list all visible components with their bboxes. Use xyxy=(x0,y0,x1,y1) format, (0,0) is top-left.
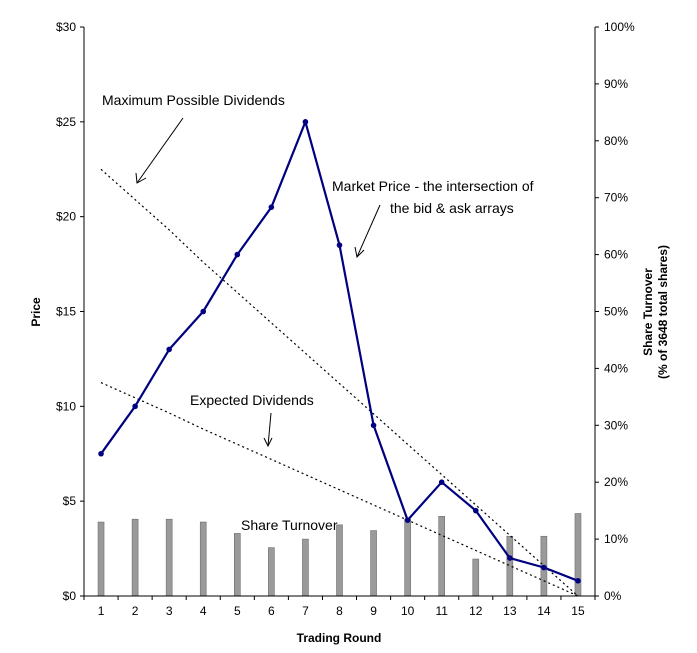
y-tick-label: $0 xyxy=(63,589,77,603)
max-dividends-line xyxy=(100,168,579,597)
y2-tick-label: 50% xyxy=(604,305,628,319)
y2-axis-title-line1: Share Turnover xyxy=(641,268,655,356)
turnover-bar xyxy=(268,547,275,597)
expected-dividends-line xyxy=(100,382,579,597)
y2-tick-label: 90% xyxy=(604,77,628,91)
y2-tick-label: 10% xyxy=(604,532,628,546)
annotation-arrowhead-market-price xyxy=(354,246,365,259)
annotation-arrowhead-expected-dividends xyxy=(263,437,273,448)
annotation-arrow-max-dividends xyxy=(136,117,184,184)
market-price-point xyxy=(336,242,343,248)
turnover-bar xyxy=(165,518,173,597)
market-price-point xyxy=(438,479,445,486)
x-tick-label: 2 xyxy=(132,604,139,618)
x-tick-label: 4 xyxy=(200,604,207,618)
y-tick-label: $25 xyxy=(56,115,76,129)
turnover-bar xyxy=(404,518,411,597)
market-price-point xyxy=(302,119,309,125)
x-tick-label: 11 xyxy=(435,604,448,618)
market-price-point xyxy=(472,507,479,514)
x-tick-label: 10 xyxy=(401,604,415,618)
x-tick-label: 8 xyxy=(336,604,343,618)
y2-axis-title-line2: (% of 3648 total shares) xyxy=(656,245,670,379)
x-tick-label: 7 xyxy=(302,604,309,618)
annotation-arrow-market-price xyxy=(356,204,381,258)
turnover-bar xyxy=(199,521,207,597)
x-tick-label: 1 xyxy=(98,604,105,618)
y2-tick-label: 0% xyxy=(604,589,622,603)
market-price-point xyxy=(234,251,241,258)
market-price-point xyxy=(166,346,172,353)
market-price-point xyxy=(268,204,275,210)
y2-tick-label: 100% xyxy=(604,20,635,34)
annotation-market-price-line2: the bid & ask arrays xyxy=(390,200,514,216)
market-price-point xyxy=(132,403,138,410)
turnover-bar xyxy=(336,524,343,597)
turnover-bar xyxy=(302,538,309,597)
dividend-lines xyxy=(100,168,579,597)
turnover-bar xyxy=(438,516,446,597)
x-tick-label: 3 xyxy=(166,604,173,618)
y-axis-title: Price xyxy=(29,297,43,327)
y2-tick-label: 40% xyxy=(604,361,628,375)
turnover-bar xyxy=(234,533,241,597)
x-tick-label: 5 xyxy=(234,604,241,618)
market-price-point xyxy=(370,422,377,429)
axes xyxy=(80,26,599,600)
tick-labels: $0 $5 $10 $15 $20 $25 $30 0% 10% 20% 30% 40% 50% 60% 7… xyxy=(56,20,635,618)
x-axis-title: Trading Round xyxy=(297,631,382,645)
annotation-arrow-expected-dividends xyxy=(267,412,272,447)
x-tick-label: 15 xyxy=(571,604,585,618)
annotation-market-price-line1: Market Price - the intersection of xyxy=(332,178,534,194)
annotation-expected-dividends: Expected Dividends xyxy=(190,392,314,408)
y2-tick-label: 30% xyxy=(604,418,628,432)
x-tick-label: 9 xyxy=(370,604,377,618)
market-price-series xyxy=(98,119,581,584)
market-price-point xyxy=(541,564,547,571)
market-price-point xyxy=(575,578,581,584)
y-tick-label: $15 xyxy=(56,305,76,319)
y2-tick-label: 60% xyxy=(604,248,628,262)
y-tick-label: $20 xyxy=(56,210,76,224)
market-price-point xyxy=(98,450,104,457)
turnover-bar xyxy=(370,530,377,597)
market-price-point xyxy=(200,308,207,315)
annotation-max-dividends: Maximum Possible Dividends xyxy=(102,92,285,108)
x-tick-label: 12 xyxy=(469,604,483,618)
annotation-arrowhead-max-dividends xyxy=(135,172,147,184)
y-tick-label: $10 xyxy=(56,399,76,413)
y-tick-label: $5 xyxy=(63,494,77,508)
turnover-bar xyxy=(472,558,480,597)
market-price-point xyxy=(404,517,411,523)
market-price-point xyxy=(507,555,513,561)
y2-tick-label: 80% xyxy=(604,134,628,148)
y2-tick-label: 70% xyxy=(604,191,628,205)
turnover-bar xyxy=(131,518,139,597)
x-tick-label: 14 xyxy=(537,604,551,618)
x-tick-label: 6 xyxy=(268,604,275,618)
annotation-share-turnover: Share Turnover xyxy=(241,517,338,533)
x-tick-label: 13 xyxy=(503,604,517,618)
y2-tick-label: 20% xyxy=(604,475,628,489)
y-tick-label: $30 xyxy=(56,20,76,34)
turnover-bar xyxy=(97,521,105,597)
